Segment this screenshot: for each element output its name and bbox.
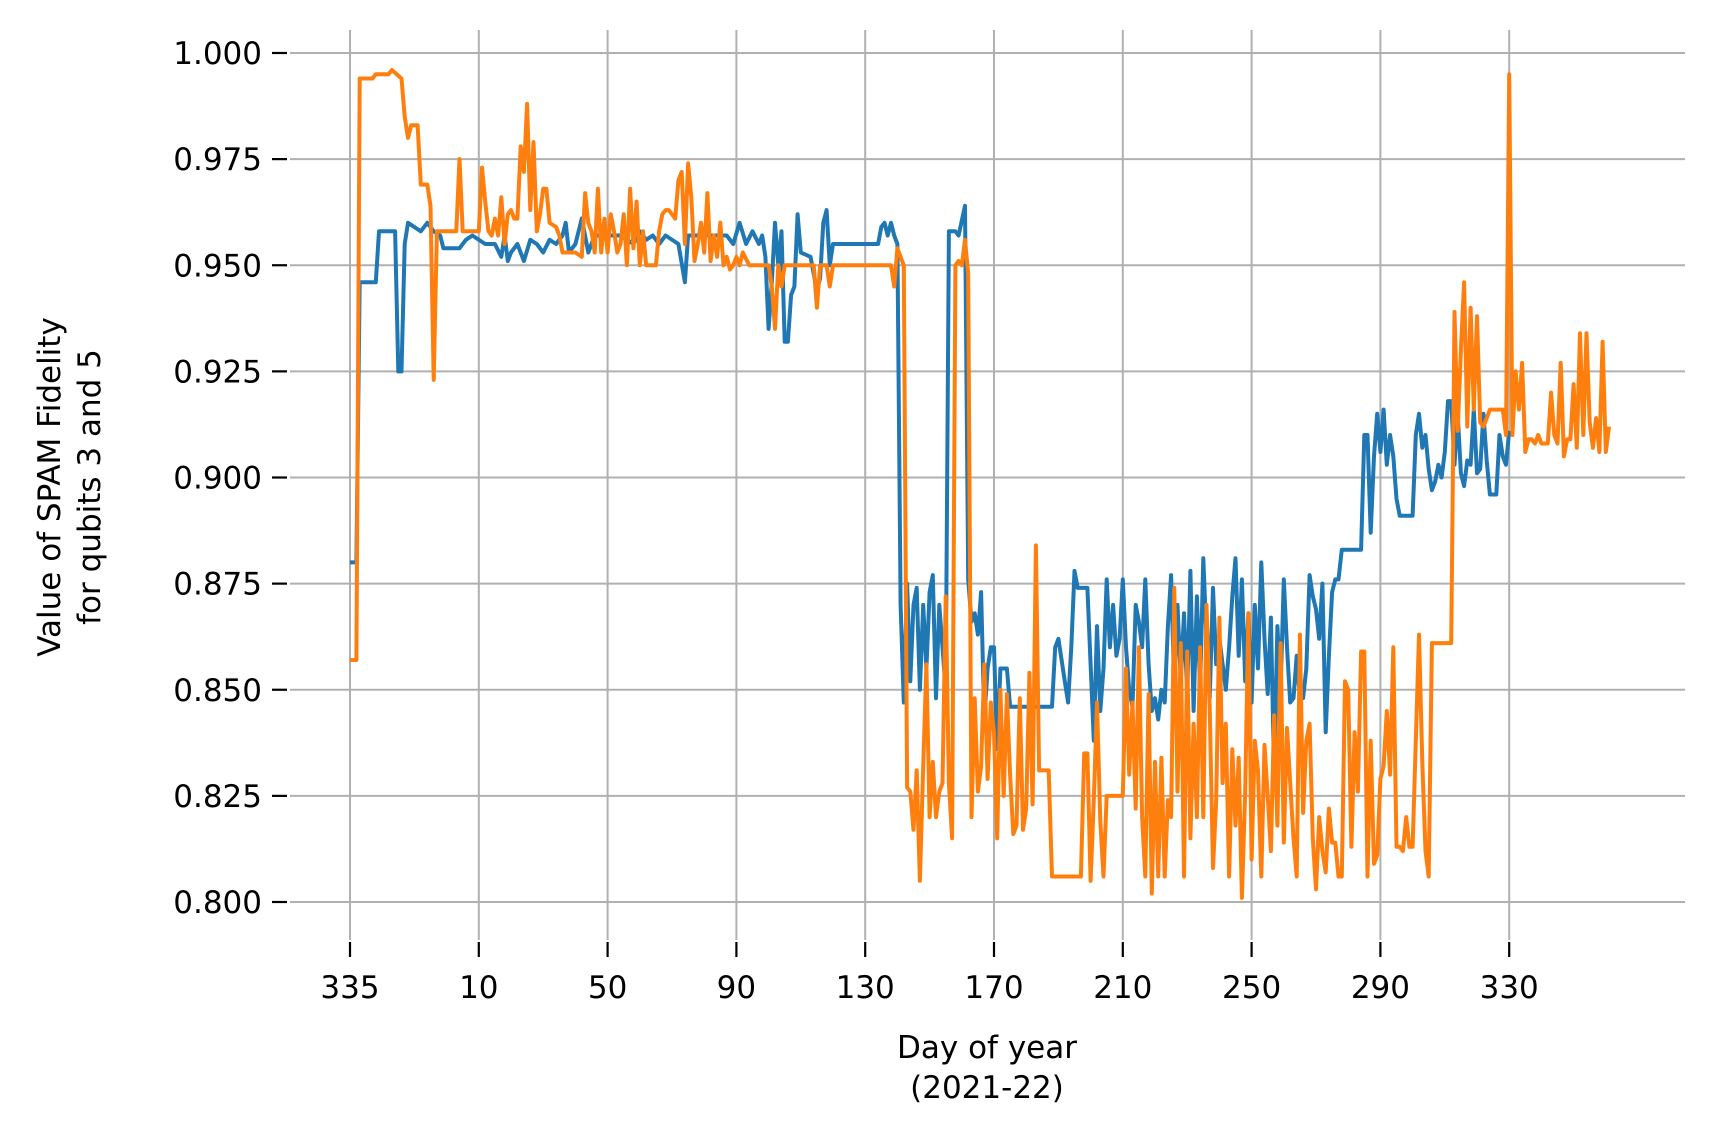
x-axis-label-line2: (2021-22) [910, 1070, 1064, 1106]
x-tick-label: 170 [964, 970, 1023, 1006]
y-tick-label: 0.850 [173, 673, 262, 709]
series-line-2 [350, 68, 1611, 900]
y-tick-label: 0.875 [173, 567, 262, 603]
x-tick-label: 330 [1480, 970, 1539, 1006]
series-lines [350, 68, 1611, 900]
x-tick-label: 250 [1222, 970, 1281, 1006]
x-axis-label-line1: Day of year [897, 1030, 1077, 1066]
grid [290, 30, 1685, 940]
x-tick-label: 130 [836, 970, 895, 1006]
y-tick-label: 0.800 [173, 885, 262, 921]
x-tick-label: 50 [588, 970, 627, 1006]
x-tick-label: 10 [459, 970, 498, 1006]
y-tick-label: 0.900 [173, 461, 262, 497]
y-axis-label-line2: for qubits 3 and 5 [72, 349, 108, 625]
y-tick-label: 0.825 [173, 779, 262, 815]
y-tick-label: 0.925 [173, 354, 262, 390]
x-tick-label: 290 [1351, 970, 1410, 1006]
axis-labels: Day of year (2021-22) Value of SPAM Fide… [32, 317, 1077, 1106]
axis-ticks: 0.800 0.825 0.850 0.875 0.900 0.925 0.950 0.975… [173, 36, 1539, 1006]
y-tick-label: 0.950 [173, 248, 262, 284]
y-axis-label-line1: Value of SPAM Fidelity [32, 317, 68, 657]
x-tick-label: 90 [717, 970, 756, 1006]
y-tick-label: 0.975 [173, 142, 262, 178]
x-tick-label: 335 [320, 970, 379, 1006]
y-tick-label: 1.000 [173, 36, 262, 72]
x-tick-label: 210 [1093, 970, 1152, 1006]
